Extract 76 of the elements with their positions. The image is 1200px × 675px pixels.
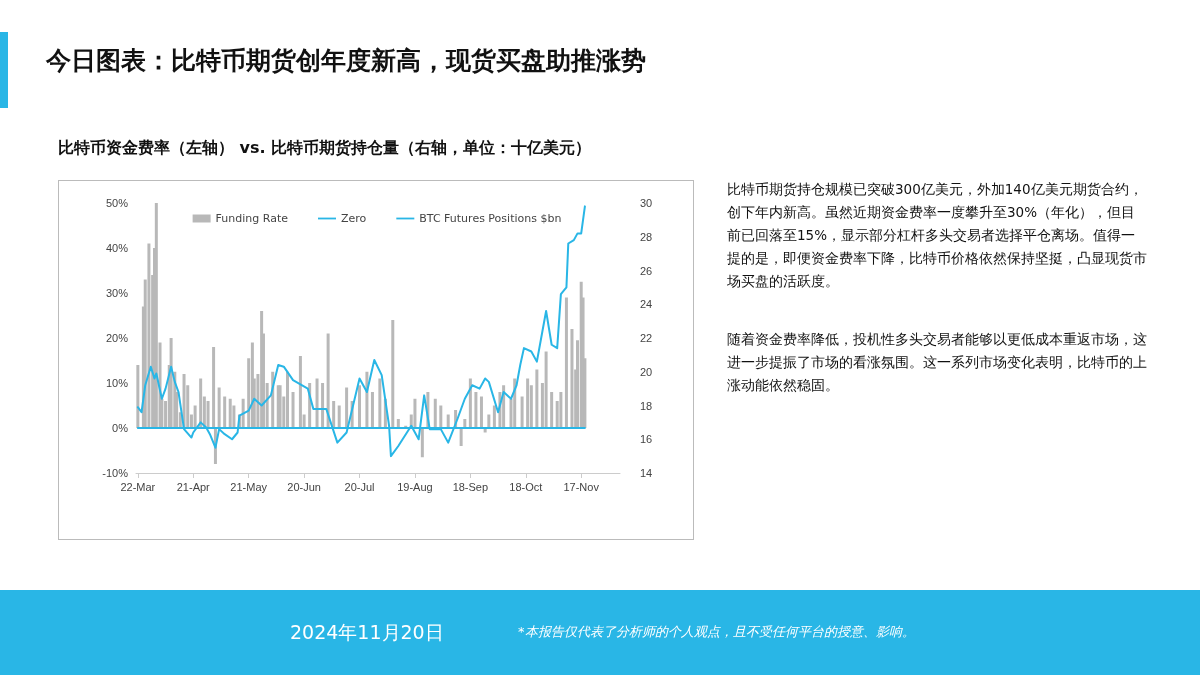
bar: [169, 338, 173, 428]
bar: [358, 385, 362, 428]
bar: [182, 374, 186, 428]
x-tick-label: 20-Jul: [344, 480, 375, 493]
y-tick-label: 40%: [105, 242, 129, 254]
text: 比特币期货持仓规模已突破300亿美元，外加140亿美元期货合约，创下年内新高。虽然近期资金费率一度攀升至30%（年化），但目前已回落至15%，显示部分杠杆多头交易者选择平仓离场。值得一提的是，即便资金费率下降，比特币价格依然保持坚挺，凸显现货市场买盘的活跃度。: [727, 180, 1147, 291]
x-tick-label: 21-May: [230, 480, 268, 493]
bar: [439, 405, 443, 428]
bar: [570, 329, 574, 428]
bar: [321, 383, 325, 428]
x-tick-label: 21-Apr: [176, 480, 211, 493]
chart-subtitle: 比特币资金费率（左轴） vs. 比特币期货持仓量（右轴，单位：十亿美元）: [58, 138, 592, 159]
x-tick-label: 17-Nov: [563, 480, 600, 493]
legend-label: Zero: [341, 212, 367, 225]
legend-label: Funding Rate: [215, 212, 289, 225]
bar: [564, 297, 568, 428]
y2-tick-label: 22: [640, 332, 653, 344]
text: 2024年11月20日: [290, 620, 444, 645]
bar: [337, 405, 341, 428]
y2-tick-label: 24: [640, 298, 653, 311]
x-tick-label: 19-Aug: [397, 480, 433, 493]
bar: [332, 401, 336, 428]
bar: [326, 333, 330, 428]
bar: [520, 396, 524, 428]
bar: [526, 378, 530, 428]
x-tick-label: 18-Oct: [509, 480, 543, 493]
bar: [228, 398, 232, 428]
bar: [550, 392, 554, 428]
bar: [298, 356, 302, 428]
y-tick-label: 30%: [105, 287, 129, 299]
bar: [291, 392, 295, 428]
chart-title: 今日图表：比特币期货创年度新高，现货买盘助推涨势: [46, 45, 646, 77]
bar: [315, 378, 319, 428]
bar: [147, 243, 151, 428]
x-tick-label: 18-Sep: [452, 480, 489, 493]
bar: [136, 365, 140, 428]
y-tick-label: 10%: [105, 377, 129, 389]
bar: [199, 378, 203, 428]
bar: [535, 369, 539, 428]
x-tick-label: 20-Jun: [287, 480, 321, 493]
y2-tick-label: 30: [640, 197, 653, 209]
y2-tick-label: 20: [640, 365, 653, 378]
bar: [459, 428, 463, 446]
y2-tick-label: 18: [640, 399, 653, 412]
bar: [479, 396, 483, 428]
y-tick-label: 20%: [105, 332, 129, 344]
bar: [492, 405, 496, 428]
bar: [154, 203, 158, 428]
legend-label: BTC Futures Positions $bn: [419, 212, 562, 225]
bar: [378, 378, 382, 428]
bar: [433, 398, 437, 428]
line-series: [136, 205, 586, 458]
text: *本报告仅代表了分析师的个人观点，且不受任何平台的授意、影响。: [518, 623, 915, 641]
bar: [420, 428, 424, 458]
bar: [391, 320, 395, 428]
y2-tick-label: 28: [640, 230, 653, 243]
text: 随着资金费率降低，投机性多头交易者能够以更低成本重返市场，这进一步提振了市场的看涨氛围。这一系列市场变化表明，比特币的上涨动能依然稳固。: [727, 330, 1147, 395]
y-tick-label: 0%: [112, 422, 129, 434]
x-tick-label: 22-Mar: [120, 480, 156, 493]
y2-tick-label: 16: [640, 433, 653, 446]
bar: [370, 392, 374, 428]
bar: [193, 405, 197, 428]
bar: [559, 392, 563, 428]
bar: [474, 392, 478, 428]
bar: [217, 387, 221, 428]
bar: [223, 396, 227, 428]
y-tick-label: -10%: [102, 467, 129, 479]
y-tick-label: 50%: [105, 197, 129, 209]
bar: [544, 351, 548, 428]
bar: [285, 371, 289, 428]
y2-tick-label: 14: [640, 467, 653, 479]
y2-tick-label: 26: [640, 264, 653, 277]
bar: [206, 401, 210, 428]
bar: [413, 398, 417, 428]
bar: [345, 387, 349, 428]
bar: [212, 347, 216, 428]
